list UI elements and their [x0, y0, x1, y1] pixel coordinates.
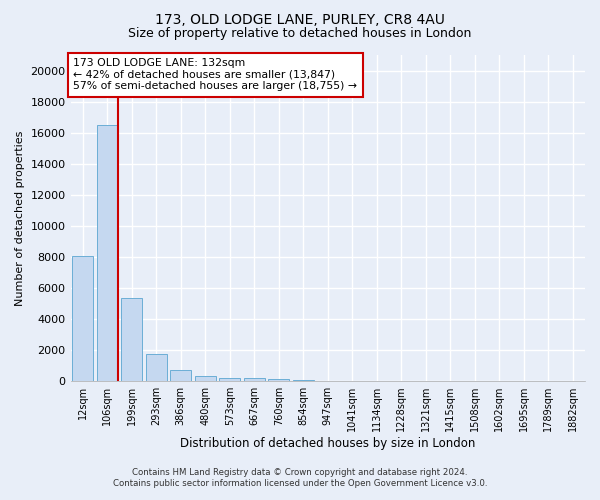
Text: Size of property relative to detached houses in London: Size of property relative to detached ho…: [128, 28, 472, 40]
Bar: [220, 378, 240, 381]
Bar: [244, 378, 265, 381]
Text: Contains HM Land Registry data © Crown copyright and database right 2024.
Contai: Contains HM Land Registry data © Crown c…: [113, 468, 487, 487]
Bar: [146, 354, 167, 381]
Text: 173 OLD LODGE LANE: 132sqm
← 42% of detached houses are smaller (13,847)
57% of : 173 OLD LODGE LANE: 132sqm ← 42% of deta…: [73, 58, 357, 92]
Bar: [293, 380, 314, 381]
Bar: [73, 256, 93, 381]
Bar: [121, 298, 142, 381]
Y-axis label: Number of detached properties: Number of detached properties: [15, 130, 25, 306]
Bar: [97, 125, 118, 381]
Bar: [195, 376, 215, 381]
Bar: [170, 370, 191, 381]
Text: 173, OLD LODGE LANE, PURLEY, CR8 4AU: 173, OLD LODGE LANE, PURLEY, CR8 4AU: [155, 12, 445, 26]
Bar: [268, 379, 289, 381]
X-axis label: Distribution of detached houses by size in London: Distribution of detached houses by size …: [180, 437, 475, 450]
